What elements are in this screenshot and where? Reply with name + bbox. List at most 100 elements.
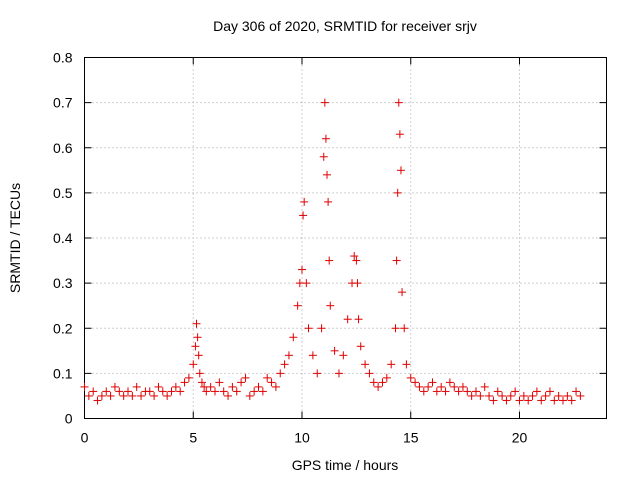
data-point (298, 265, 306, 274)
data-point (498, 391, 507, 400)
data-point (195, 369, 204, 378)
data-point (472, 387, 480, 396)
data-point (308, 351, 317, 360)
y-tick-label: 0.7 (53, 95, 73, 111)
data-point (374, 382, 383, 391)
y-tick-label: 0.8 (53, 50, 73, 66)
data-point (237, 378, 246, 387)
data-point (454, 387, 463, 396)
data-point (124, 387, 132, 396)
data-point (280, 360, 289, 369)
data-point (263, 373, 272, 382)
data-point (219, 387, 228, 396)
data-point (541, 391, 550, 400)
y-tick-label: 0.1 (53, 365, 73, 381)
data-point (343, 315, 352, 324)
data-point (313, 369, 322, 378)
data-point (132, 382, 141, 391)
data-point (254, 382, 263, 391)
data-points (80, 98, 585, 405)
data-point (354, 315, 363, 324)
data-point (406, 373, 415, 382)
data-point (394, 98, 403, 107)
data-point (189, 360, 198, 369)
data-point (528, 391, 537, 400)
data-point (167, 387, 176, 396)
data-point (353, 279, 362, 288)
data-point (154, 382, 163, 391)
data-point (228, 382, 237, 391)
data-point (271, 382, 280, 391)
data-point (289, 333, 298, 342)
data-point (356, 342, 365, 351)
data-point (145, 387, 154, 396)
data-point (387, 360, 396, 369)
data-point (559, 396, 567, 405)
data-point (352, 256, 361, 265)
data-point (202, 387, 211, 396)
data-point (369, 378, 378, 387)
data-point (93, 396, 102, 405)
data-point (80, 382, 89, 391)
x-tick-label: 0 (81, 430, 89, 446)
grid (84, 57, 607, 419)
data-point (502, 396, 511, 405)
chart-title: Day 306 of 2020, SRMTID for receiver srj… (213, 18, 477, 34)
data-point (317, 324, 326, 333)
data-point (463, 387, 472, 396)
data-point (197, 378, 206, 387)
data-point (554, 391, 563, 400)
data-point (334, 369, 343, 378)
x-tick-label: 5 (189, 430, 197, 446)
data-point (250, 387, 259, 396)
data-point (378, 378, 387, 387)
data-point (506, 391, 515, 400)
data-point (110, 382, 119, 391)
data-point (400, 324, 409, 333)
data-point (567, 396, 576, 405)
data-point (393, 188, 402, 197)
data-point (194, 351, 203, 360)
y-axis-label: SRMTID / TECUs (7, 183, 23, 293)
data-point (398, 288, 407, 297)
data-point (193, 333, 202, 342)
data-point (392, 256, 401, 265)
data-point (106, 391, 115, 400)
data-point (191, 342, 200, 351)
data-point (524, 396, 533, 405)
data-point (232, 387, 241, 396)
data-point (511, 387, 520, 396)
data-point (211, 387, 219, 396)
data-point (215, 378, 224, 387)
data-point (321, 134, 330, 143)
data-point (493, 387, 502, 396)
data-point (258, 387, 267, 396)
y-tick-label: 0.5 (53, 185, 73, 201)
data-point (241, 373, 250, 382)
data-point (532, 387, 541, 396)
data-point (323, 170, 332, 179)
x-axis-label: GPS time / hours (292, 457, 399, 473)
data-point (415, 382, 424, 391)
data-point (576, 391, 585, 400)
data-point (402, 360, 411, 369)
data-point (480, 382, 489, 391)
data-point (365, 369, 374, 378)
data-point (324, 197, 333, 206)
data-point (326, 301, 335, 310)
data-point (458, 382, 467, 391)
data-point (411, 378, 420, 387)
data-point (325, 256, 334, 265)
data-point (361, 360, 370, 369)
data-point (158, 387, 167, 396)
data-point (128, 391, 137, 400)
data-point (184, 373, 193, 382)
data-point (519, 391, 528, 400)
data-point (339, 351, 348, 360)
data-point (97, 391, 106, 400)
x-tick-label: 15 (403, 430, 419, 446)
data-point (476, 391, 485, 400)
data-point (293, 301, 302, 310)
y-tick-label: 0.3 (53, 275, 73, 291)
